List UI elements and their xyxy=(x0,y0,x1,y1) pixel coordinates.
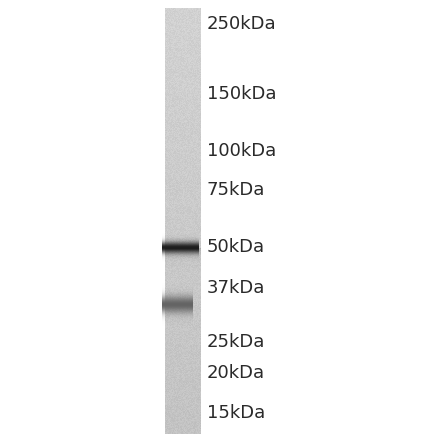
Text: 50kDa: 50kDa xyxy=(207,238,265,256)
Text: 20kDa: 20kDa xyxy=(207,364,265,382)
Text: 75kDa: 75kDa xyxy=(207,181,265,199)
Text: 250kDa: 250kDa xyxy=(207,15,277,33)
Text: 100kDa: 100kDa xyxy=(207,142,276,160)
Text: 150kDa: 150kDa xyxy=(207,85,276,103)
Text: 15kDa: 15kDa xyxy=(207,404,265,422)
Text: 25kDa: 25kDa xyxy=(207,333,265,351)
Text: 37kDa: 37kDa xyxy=(207,279,265,297)
